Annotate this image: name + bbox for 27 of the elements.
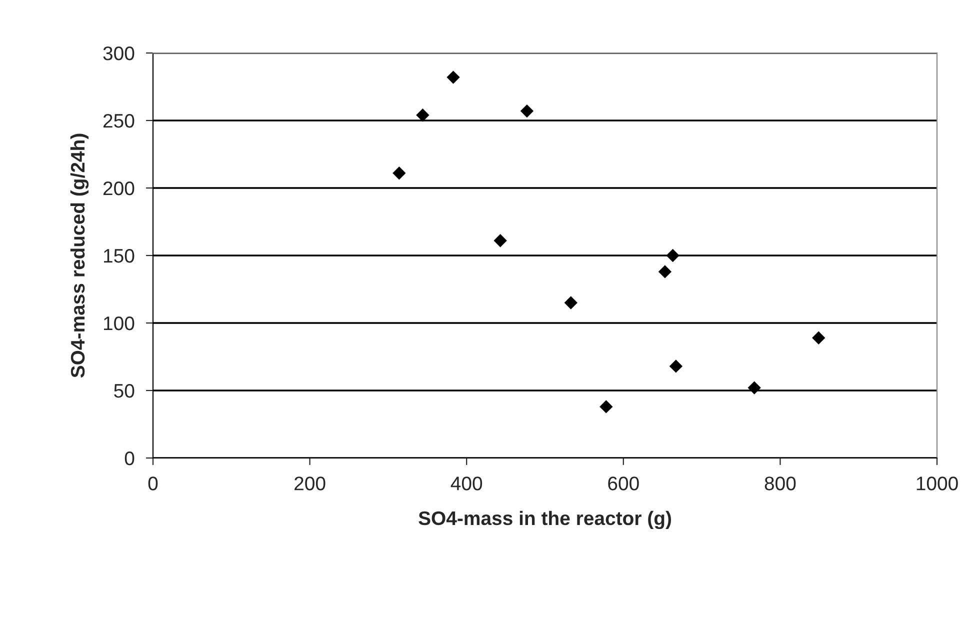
- y-tick-label: 200: [103, 181, 134, 196]
- point: [600, 400, 613, 414]
- point: [446, 70, 460, 84]
- point: [666, 248, 680, 262]
- x-axis-title: SO4-mass in the reactor (g): [418, 510, 672, 530]
- point: [520, 104, 534, 118]
- point: [658, 265, 672, 278]
- point: [748, 381, 761, 394]
- y-tick-label: 250: [103, 114, 134, 128]
- x-tick-label: 0: [148, 476, 158, 490]
- x-tick-label: 200: [294, 476, 326, 490]
- x-tick-label: 400: [450, 476, 482, 490]
- y-tick-label: 300: [103, 46, 134, 60]
- y-tick-label: 100: [104, 316, 134, 330]
- y-tick-label: 150: [104, 248, 134, 263]
- x-tick-label: 1000: [916, 476, 958, 490]
- point: [812, 331, 826, 344]
- point: [416, 108, 430, 122]
- point: [564, 296, 578, 310]
- point: [392, 166, 406, 180]
- x-tick-label: 600: [608, 476, 639, 490]
- y-tick-label: 0: [124, 451, 134, 466]
- point: [669, 360, 683, 373]
- x-tick-label: 800: [764, 476, 796, 490]
- y-tick-label: 50: [114, 384, 134, 398]
- y-axis-title: SO4-mass reduced (g/24h): [70, 134, 89, 378]
- point: [494, 234, 507, 248]
